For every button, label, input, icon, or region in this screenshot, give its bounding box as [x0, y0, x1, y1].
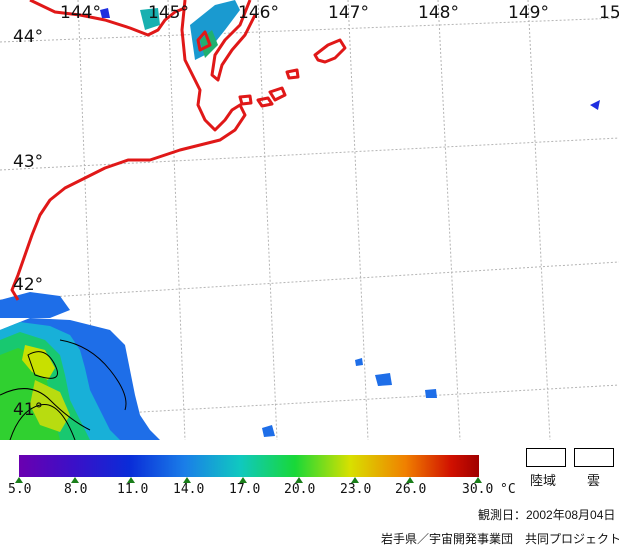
- longitude-label-145: 145°: [148, 3, 189, 23]
- sea-surface-temperature-map: [0, 0, 619, 440]
- longitude-label-146: 146°: [238, 3, 279, 23]
- colorbar-label-20: 20.0: [284, 482, 316, 497]
- colorbar-tick: [351, 477, 359, 483]
- land-legend-label: 陸域: [530, 473, 557, 488]
- colorbar-tick: [71, 477, 79, 483]
- colorbar-tick: [474, 477, 482, 483]
- colorbar-label-8: 8.0: [64, 482, 88, 497]
- coastline: [10, 0, 347, 301]
- colorbar-label-30: 30.0: [462, 482, 494, 497]
- sst-patches: [0, 0, 600, 440]
- colorbar-tick: [183, 477, 191, 483]
- latitude-label-43: 43°: [13, 152, 44, 172]
- colorbar-label-17: 17.0: [229, 482, 261, 497]
- colorbar-label-5: 5.0: [8, 482, 32, 497]
- graticule: [0, 0, 619, 440]
- project-credit: 岩手県／宇宙開発事業団 共同プロジェクト: [381, 532, 619, 546]
- isotherms: [0, 339, 127, 440]
- colorbar-label-26: 26.0: [395, 482, 427, 497]
- colorbar-tick: [127, 477, 135, 483]
- longitude-label-144: 144°: [60, 3, 101, 23]
- latitude-label-44: 44°: [13, 27, 44, 47]
- longitude-label-148: 148°: [418, 3, 459, 23]
- colorbar-label-23: 23.0: [340, 482, 372, 497]
- observation-date: 観測日：2002年08月04日: [478, 508, 616, 522]
- colorbar-tick: [295, 477, 303, 483]
- cloud-legend-swatch: [574, 448, 614, 467]
- latitude-label-41: 41°: [13, 400, 44, 420]
- longitude-label-147: 147°: [328, 3, 369, 23]
- land-legend-swatch: [526, 448, 566, 467]
- cloud-legend-label: 雲: [587, 473, 601, 488]
- temperature-colorbar: [19, 455, 479, 477]
- latitude-label-42: 42°: [13, 275, 44, 295]
- colorbar-tick: [406, 477, 414, 483]
- longitude-label-149: 149°: [508, 3, 549, 23]
- colorbar-label-11: 11.0: [117, 482, 149, 497]
- colorbar-tick: [239, 477, 247, 483]
- colorbar-label-14: 14.0: [173, 482, 205, 497]
- longitude-label-150: 15: [599, 3, 619, 23]
- colorbar-tick: [15, 477, 23, 483]
- colorbar-unit: °C: [500, 482, 516, 497]
